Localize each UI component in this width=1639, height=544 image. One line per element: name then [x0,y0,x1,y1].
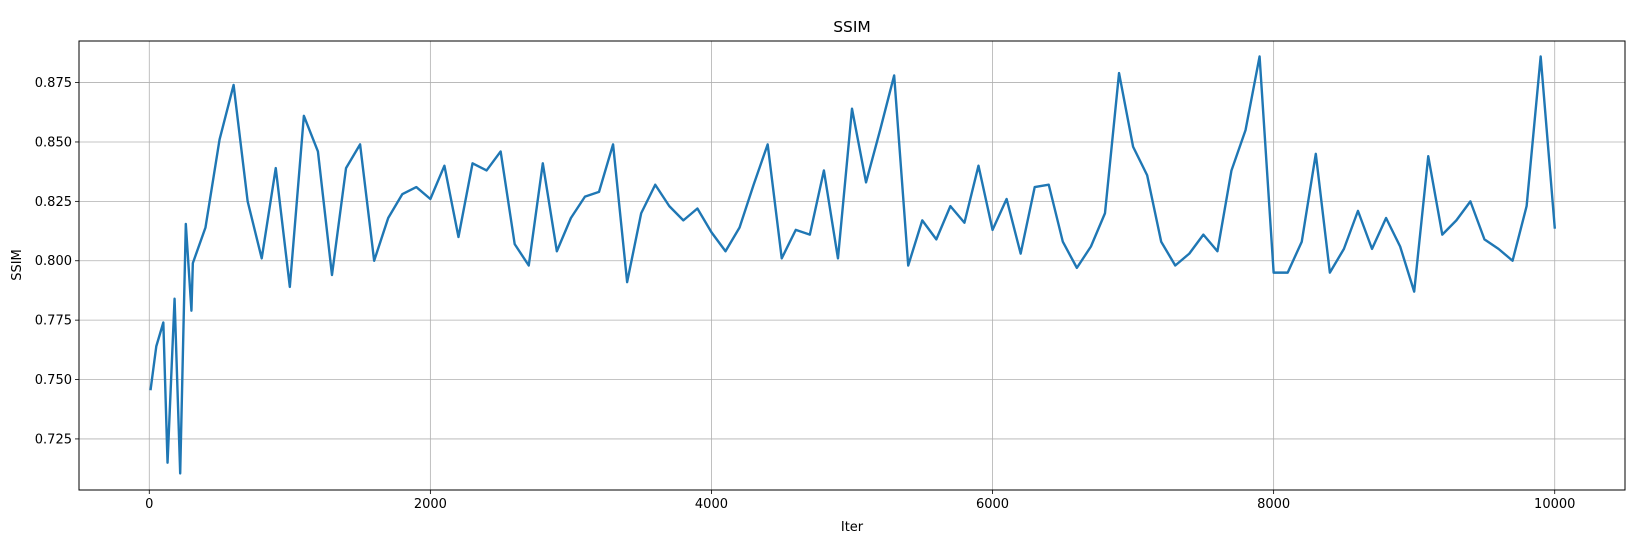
ssim-series-line [149,55,1557,475]
x-tick-label: 10000 [1534,497,1575,512]
y-tick-label: 0.875 [35,76,72,91]
y-axis-ticks: 0.725 0.750 0.775 0.800 0.825 0.850 0.875 [35,76,79,447]
series-layer [149,55,1557,475]
y-tick-label: 0.850 [35,135,72,150]
y-axis-label: SSIM [10,249,25,281]
x-tick-label: 4000 [695,497,728,512]
x-axis-label: Iter [841,520,864,535]
plot-area-frame [78,40,1626,491]
y-tick-label: 0.725 [35,432,72,447]
chart-title: SSIM [833,18,871,36]
x-axis-ticks: 0 2000 4000 6000 8000 10000 [145,490,1575,512]
y-tick-label: 0.750 [35,373,72,388]
x-tick-label: 8000 [1257,497,1290,512]
x-tick-label: 2000 [414,497,447,512]
grid-lines [79,41,1625,490]
y-tick-label: 0.800 [35,254,72,269]
x-tick-label: 6000 [976,497,1009,512]
y-tick-label: 0.775 [35,314,72,329]
y-tick-label: 0.825 [35,195,72,210]
x-tick-label: 0 [145,497,153,512]
